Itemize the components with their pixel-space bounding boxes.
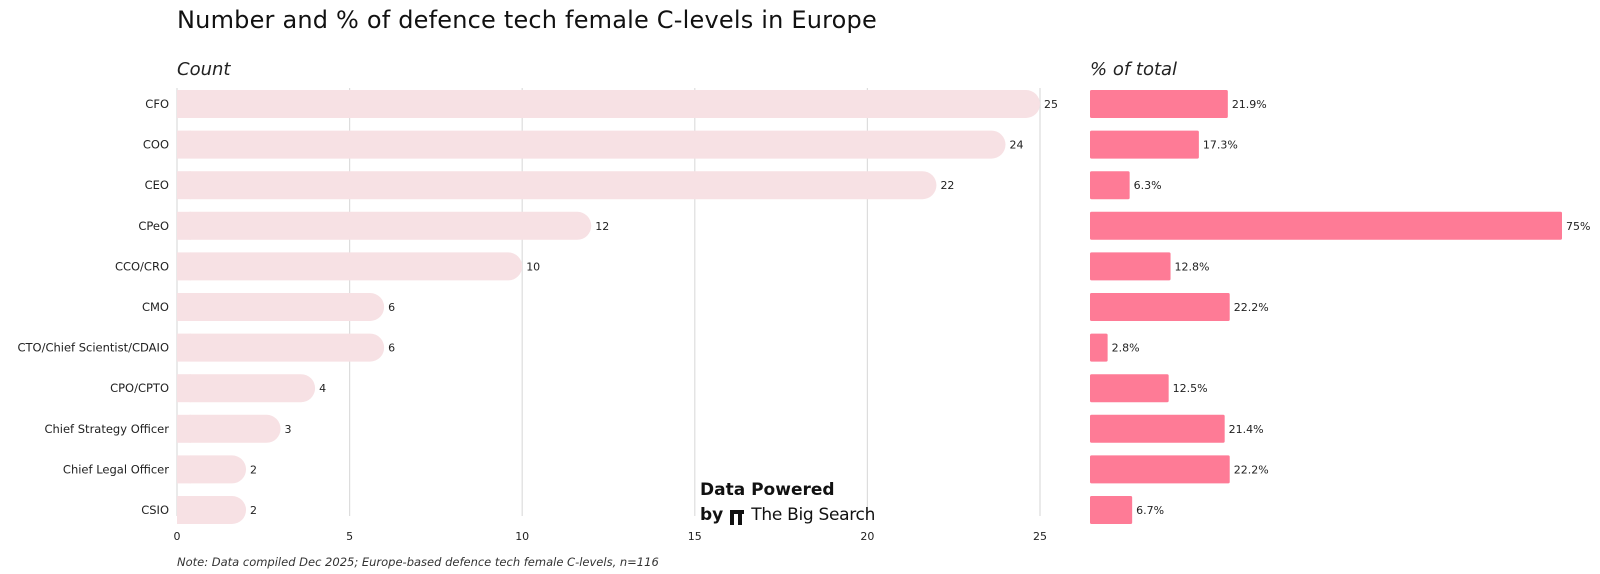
percent-value-label-7: 12.5% <box>1173 382 1208 395</box>
category-label-1: COO <box>143 138 169 152</box>
count-value-label-5: 6 <box>388 301 395 314</box>
category-label-4: CCO/CRO <box>115 259 169 273</box>
watermark: Data Powered by The Big Search <box>700 478 875 528</box>
x-tick-label-15: 15 <box>688 530 702 543</box>
percent-bar-2 <box>1090 171 1130 200</box>
count-bar-left-4 <box>177 252 191 281</box>
the-big-search-logo-icon <box>729 507 745 525</box>
count-value-label-0: 25 <box>1044 98 1058 111</box>
x-tick-label-20: 20 <box>860 530 874 543</box>
count-bar-left-10 <box>177 496 191 524</box>
category-label-0: CFO <box>145 97 169 111</box>
watermark-line1: Data Powered <box>700 480 835 500</box>
count-bar-left-7 <box>177 374 191 403</box>
count-bar-5 <box>177 293 385 321</box>
percent-panel-title: % of total <box>1090 59 1178 80</box>
count-bar-left-3 <box>177 211 191 240</box>
count-bar-1 <box>177 130 1006 159</box>
footnote: Note: Data compiled Dec 2025; Europe-bas… <box>177 555 659 569</box>
count-value-label-1: 24 <box>1009 139 1023 152</box>
percent-value-label-8: 21.4% <box>1229 423 1264 436</box>
count-value-label-2: 22 <box>940 179 954 192</box>
percent-bar-10 <box>1090 496 1133 524</box>
count-value-label-4: 10 <box>526 260 540 273</box>
percent-bar-1 <box>1090 130 1199 159</box>
percent-value-label-0: 21.9% <box>1232 98 1267 111</box>
count-bar-8 <box>177 414 281 443</box>
percent-value-label-5: 22.2% <box>1234 301 1269 314</box>
x-tick-label-5: 5 <box>346 530 353 543</box>
percent-value-label-1: 17.3% <box>1203 139 1238 152</box>
count-bar-2 <box>177 171 937 200</box>
category-label-9: Chief Legal Officer <box>63 462 169 476</box>
count-panel-title: Count <box>177 59 231 80</box>
percent-value-label-4: 12.8% <box>1175 260 1210 273</box>
count-bar-left-9 <box>177 455 191 484</box>
x-tick-label-10: 10 <box>515 530 529 543</box>
count-bar-6 <box>177 333 385 362</box>
percent-bar-3 <box>1090 211 1562 240</box>
count-bar-left-6 <box>177 333 191 362</box>
percent-bar-4 <box>1090 252 1171 281</box>
percent-value-label-3: 75% <box>1566 220 1590 233</box>
percent-value-label-9: 22.2% <box>1234 463 1269 476</box>
count-bar-9 <box>177 455 247 484</box>
watermark-by: by <box>700 505 724 525</box>
percent-value-label-2: 6.3% <box>1134 179 1162 192</box>
category-label-2: CEO <box>145 178 169 192</box>
category-label-8: Chief Strategy Officer <box>44 422 169 436</box>
count-bar-4 <box>177 252 523 281</box>
count-bar-left-8 <box>177 414 191 443</box>
watermark-line2: by The Big Search <box>700 502 875 528</box>
count-value-label-3: 12 <box>595 220 609 233</box>
count-bar-0 <box>177 90 1040 118</box>
count-bar-left-2 <box>177 171 191 200</box>
count-value-label-9: 2 <box>250 463 257 476</box>
count-bar-left-0 <box>177 90 191 118</box>
count-bar-7 <box>177 374 316 403</box>
percent-bar-5 <box>1090 293 1230 321</box>
count-bar-left-1 <box>177 130 191 159</box>
percent-bar-6 <box>1090 333 1108 362</box>
percent-bar-9 <box>1090 455 1230 484</box>
count-bar-10 <box>177 496 247 524</box>
x-tick-label-0: 0 <box>174 530 181 543</box>
category-label-10: CSIO <box>141 503 169 517</box>
category-label-6: CTO/Chief Scientist/CDAIO <box>17 341 169 355</box>
chart-title: Number and % of defence tech female C-le… <box>177 6 877 34</box>
watermark-brand: The Big Search <box>751 505 876 525</box>
percent-bar-8 <box>1090 414 1225 443</box>
percent-bar-7 <box>1090 374 1169 403</box>
x-tick-label-25: 25 <box>1033 530 1047 543</box>
category-label-5: CMO <box>142 300 169 314</box>
count-value-label-8: 3 <box>285 423 292 436</box>
count-bar-3 <box>177 211 592 240</box>
percent-bar-0 <box>1090 90 1228 118</box>
count-value-label-10: 2 <box>250 504 257 517</box>
percent-value-label-6: 2.8% <box>1112 342 1140 355</box>
percent-value-label-10: 6.7% <box>1136 504 1164 517</box>
category-label-7: CPO/CPTO <box>110 381 169 395</box>
count-bar-left-5 <box>177 293 191 321</box>
count-value-label-6: 6 <box>388 342 395 355</box>
count-value-label-7: 4 <box>319 382 326 395</box>
category-label-3: CPeO <box>138 219 169 233</box>
